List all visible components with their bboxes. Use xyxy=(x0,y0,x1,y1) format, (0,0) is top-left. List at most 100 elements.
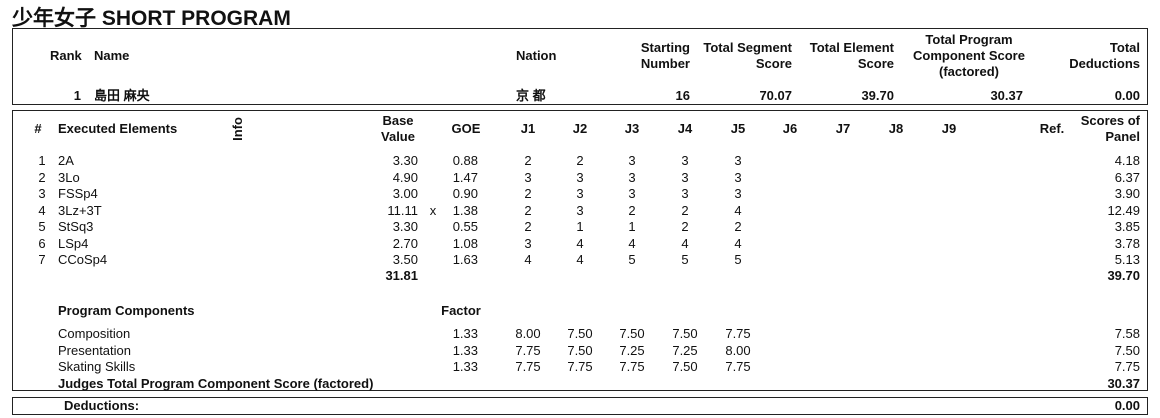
judge-score: 2 xyxy=(513,219,543,235)
base-value-text: 3.00 xyxy=(392,186,418,201)
judge-score-text: 5 xyxy=(628,252,636,267)
summary-header-text: Starting Number xyxy=(640,40,690,71)
component-name-text: Presentation xyxy=(58,342,131,358)
element-header: Info xyxy=(230,109,246,149)
judge-score: 2 xyxy=(565,153,595,169)
judge-score: 1 xyxy=(565,219,595,235)
component-judge-score-text: 7.50 xyxy=(672,326,698,341)
base-value-text: 4.90 xyxy=(392,169,418,185)
goe: 0.55 xyxy=(440,219,478,235)
summary-value: 0.00 xyxy=(1060,88,1140,104)
component-judge-score-text: 7.75 xyxy=(619,359,645,374)
element-header: J5 xyxy=(723,112,753,146)
element-header-text: Scores of Panel xyxy=(1080,113,1140,144)
judge-score-text: 3 xyxy=(576,186,584,201)
element-header-text: J7 xyxy=(835,121,851,136)
component-name-text: Skating Skills xyxy=(58,359,136,374)
element-name: 3Lz+3T xyxy=(58,203,188,219)
component-judge-score-text: 7.75 xyxy=(725,326,751,341)
element-name-text: FSSp4 xyxy=(58,186,98,201)
judge-score-text: 4 xyxy=(681,235,689,251)
judge-score: 5 xyxy=(670,252,700,268)
summary-value: 1 xyxy=(41,88,81,104)
components-total: 30.37 xyxy=(1070,376,1140,392)
component-judge-score: 7.50 xyxy=(663,326,707,342)
base-value: 3.30 xyxy=(360,153,418,169)
component-judge-score: 7.75 xyxy=(506,359,550,375)
component-score-text: 7.75 xyxy=(1114,359,1140,374)
panel-score-text: 5.13 xyxy=(1114,252,1140,267)
component-judge-score-text: 7.75 xyxy=(725,359,751,374)
judge-score: 4 xyxy=(513,252,543,268)
base-value: 11.11 xyxy=(360,203,418,219)
summary-header: Total Deductions xyxy=(1060,30,1140,82)
goe: 0.88 xyxy=(440,153,478,169)
element-header-text: J4 xyxy=(677,121,693,136)
judge-score-text: 3 xyxy=(524,235,532,251)
component-name: Presentation xyxy=(58,343,258,359)
judge-score: 5 xyxy=(617,252,647,268)
element-name-text: CCoSp4 xyxy=(58,252,108,267)
component-judge-score-text: 7.50 xyxy=(567,342,593,358)
element-name: FSSp4 xyxy=(58,186,188,202)
judge-score: 4 xyxy=(670,236,700,252)
component-judge-score-text: 7.25 xyxy=(672,342,698,358)
component-score: 7.58 xyxy=(1070,326,1140,342)
components-total-label-text: Judges Total Program Component Score (fa… xyxy=(58,376,374,391)
judge-score-text: 3 xyxy=(681,169,689,185)
element-name-text: 2A xyxy=(58,153,74,168)
judge-score: 2 xyxy=(513,153,543,169)
judge-score-text: 3 xyxy=(576,202,584,218)
base-value-text: 2.70 xyxy=(392,235,418,251)
deductions-box xyxy=(12,397,1148,415)
judge-score: 4 xyxy=(565,252,595,268)
judge-score: 4 xyxy=(565,236,595,252)
component-judge-score: 8.00 xyxy=(506,326,550,342)
component-judge-score-text: 7.75 xyxy=(515,359,541,374)
base-total: 31.81 xyxy=(360,268,418,284)
element-name-text: LSp4 xyxy=(58,235,89,251)
component-judge-score: 7.50 xyxy=(558,326,602,342)
judge-score-text: 3 xyxy=(734,153,742,168)
judge-score: 3 xyxy=(670,170,700,186)
component-name-text: Composition xyxy=(58,326,131,341)
element-header-text: Info xyxy=(230,117,245,141)
component-judge-score-text: 8.00 xyxy=(515,326,541,341)
panel-score: 3.85 xyxy=(1070,219,1140,235)
judge-score: 3 xyxy=(565,186,595,202)
summary-header: Rank xyxy=(50,30,90,82)
goe-text: 0.88 xyxy=(452,153,478,168)
element-header: # xyxy=(30,112,46,146)
element-name-text: StSq3 xyxy=(58,219,94,234)
component-judge-score: 7.50 xyxy=(558,343,602,359)
judge-score-text: 3 xyxy=(524,169,532,185)
deductions-value-text: 0.00 xyxy=(1114,398,1140,413)
summary-header-text: Rank xyxy=(50,48,82,63)
summary-header: Name xyxy=(94,30,154,82)
component-score: 7.50 xyxy=(1070,343,1140,359)
judge-score: 3 xyxy=(670,153,700,169)
judge-score: 2 xyxy=(513,186,543,202)
factor-text: 1.33 xyxy=(452,342,478,358)
goe-text: 1.08 xyxy=(452,235,478,251)
summary-value: 京 都 xyxy=(516,88,576,104)
element-no-text: 1 xyxy=(38,153,46,168)
element-header-text: J5 xyxy=(730,121,746,136)
judge-score: 3 xyxy=(617,170,647,186)
judge-score-text: 2 xyxy=(628,202,636,218)
summary-value-text: 1 xyxy=(73,88,81,103)
summary-value-text: 70.07 xyxy=(759,88,792,103)
summary-value-text: 京 都 xyxy=(516,88,546,103)
title: 少年女子 SHORT PROGRAM xyxy=(12,7,291,30)
judge-score-text: 2 xyxy=(681,202,689,218)
component-judge-score: 7.75 xyxy=(716,326,760,342)
element-header: J2 xyxy=(565,112,595,146)
goe: 1.38 xyxy=(440,203,478,219)
judge-score: 3 xyxy=(565,170,595,186)
element-no: 5 xyxy=(30,219,54,235)
panel-score: 12.49 xyxy=(1070,203,1140,219)
summary-value: 16 xyxy=(630,88,690,104)
judge-score-text: 2 xyxy=(524,202,532,218)
summary-header: Total Element Score xyxy=(799,30,894,82)
element-header: Scores of Panel xyxy=(1072,112,1140,146)
